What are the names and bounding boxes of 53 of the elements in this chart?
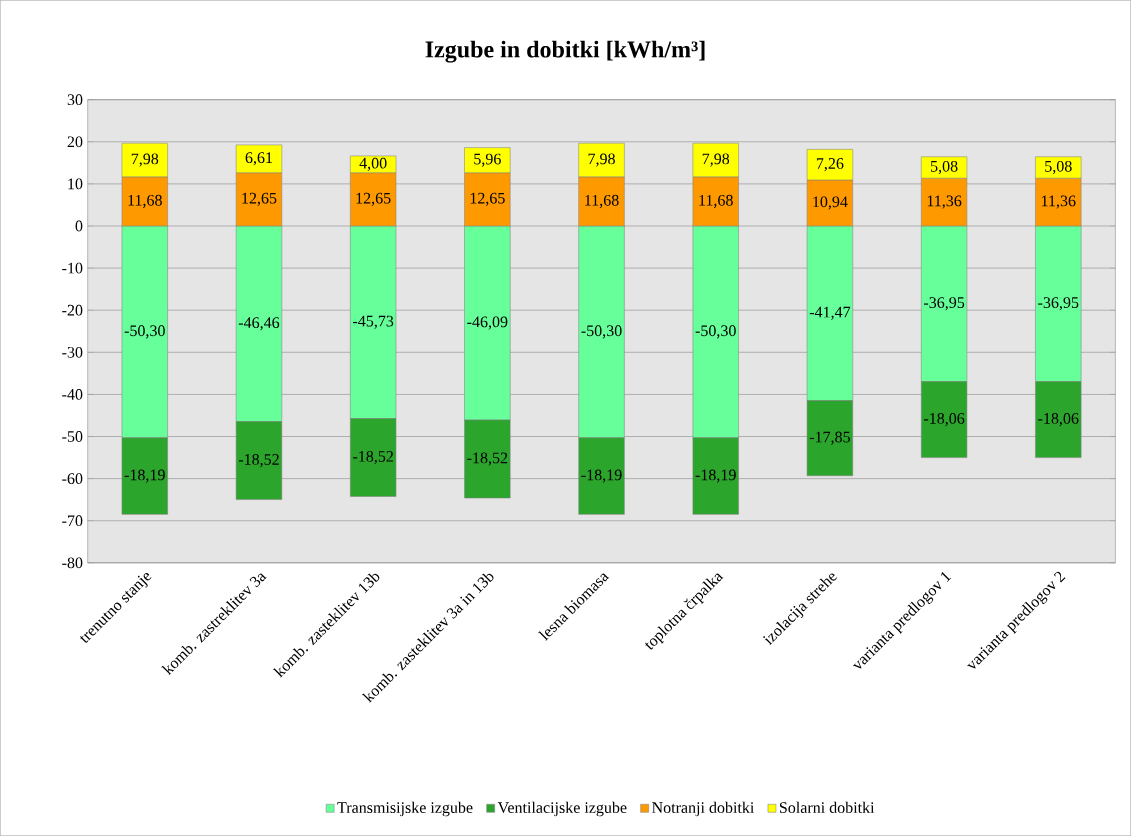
y-tick-label: 30 <box>67 94 83 106</box>
y-tick-label: -50 <box>62 431 83 442</box>
data-label: -18,52 <box>353 450 393 465</box>
data-label: -18,19 <box>581 469 622 483</box>
data-label: 11,68 <box>699 194 733 208</box>
y-tick-label: -20 <box>62 304 83 316</box>
data-label: -18,19 <box>124 469 165 483</box>
data-label: 7,98 <box>131 153 159 167</box>
y-tick-label: -30 <box>62 346 83 358</box>
y-tick-label: -80 <box>62 557 83 569</box>
data-label: -17,85 <box>809 431 850 445</box>
data-label: -50,30 <box>695 325 736 339</box>
data-label: 12,65 <box>242 192 277 206</box>
data-label: -50,30 <box>581 325 622 339</box>
data-label: -36,95 <box>1038 297 1079 311</box>
data-label: 7,26 <box>816 158 844 172</box>
legend-label: Ventilacijske izgube <box>497 801 627 817</box>
data-label: 4,00 <box>359 157 387 171</box>
data-label: 11,68 <box>585 194 619 208</box>
data-label: 5,08 <box>1045 160 1072 175</box>
data-label: 11,36 <box>927 195 962 209</box>
data-label: 7,98 <box>588 153 615 167</box>
data-label: 7,98 <box>702 153 730 167</box>
data-label: 5,08 <box>931 160 958 175</box>
data-label: -41,47 <box>809 306 851 320</box>
legend-label: Solarni dobitki <box>779 801 875 813</box>
y-tick-label: -10 <box>62 262 83 274</box>
y-tick-label: -60 <box>62 473 83 484</box>
data-label: 10,94 <box>813 196 848 210</box>
y-tick-label: 0 <box>75 220 83 232</box>
data-label: -36,95 <box>924 297 965 311</box>
data-label: 11,36 <box>1041 195 1076 209</box>
data-label: 5,96 <box>474 153 501 167</box>
data-label: -18,19 <box>695 469 736 483</box>
data-label: -46,09 <box>467 316 508 330</box>
data-label: -50,30 <box>124 325 165 339</box>
data-label: -46,46 <box>238 317 280 331</box>
y-tick-label: 10 <box>68 178 83 190</box>
chart-title: Izgube in dobitki [kWh/m³] <box>425 40 705 63</box>
legend-label: Transmisijske izgube <box>337 801 473 817</box>
data-label: 11,68 <box>128 194 162 208</box>
y-tick-label: -40 <box>62 388 83 400</box>
data-label: -18,52 <box>467 452 508 466</box>
data-label: 6,61 <box>245 152 273 166</box>
data-label: 12,65 <box>356 192 391 206</box>
data-label: -18,06 <box>924 413 965 427</box>
y-tick-label: -70 <box>62 515 83 527</box>
y-tick-label: 20 <box>67 136 83 148</box>
data-label: -45,73 <box>353 315 394 329</box>
data-label: -18,06 <box>1038 413 1079 427</box>
legend-label: Notranji dobitki <box>652 801 755 817</box>
data-label: -18,52 <box>238 454 279 468</box>
data-label: 12,65 <box>470 192 505 206</box>
